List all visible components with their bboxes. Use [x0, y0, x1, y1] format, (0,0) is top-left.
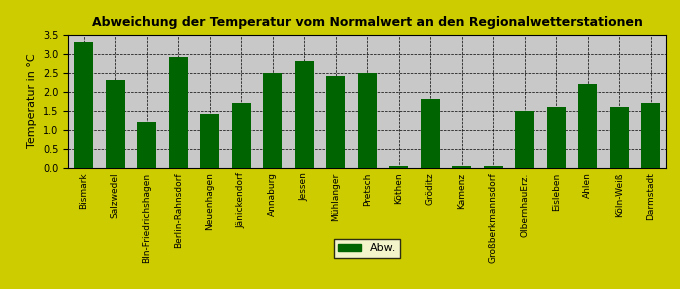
Bar: [515, 111, 534, 168]
Bar: [610, 107, 628, 168]
Bar: [389, 166, 408, 168]
Bar: [483, 166, 503, 168]
Bar: [232, 103, 251, 168]
Bar: [547, 107, 566, 168]
Bar: [201, 114, 219, 168]
Y-axis label: Temperatur in °C: Temperatur in °C: [27, 54, 37, 149]
Bar: [106, 80, 124, 168]
Legend: Abw.: Abw.: [334, 239, 401, 258]
Bar: [358, 73, 377, 168]
Bar: [326, 77, 345, 168]
Bar: [421, 99, 440, 168]
Bar: [169, 58, 188, 168]
Bar: [578, 84, 597, 168]
Bar: [74, 42, 93, 168]
Bar: [263, 73, 282, 168]
Bar: [137, 122, 156, 168]
Title: Abweichung der Temperatur vom Normalwert an den Regionalwetterstationen: Abweichung der Temperatur vom Normalwert…: [92, 16, 643, 29]
Bar: [641, 103, 660, 168]
Bar: [452, 166, 471, 168]
Bar: [294, 61, 313, 168]
